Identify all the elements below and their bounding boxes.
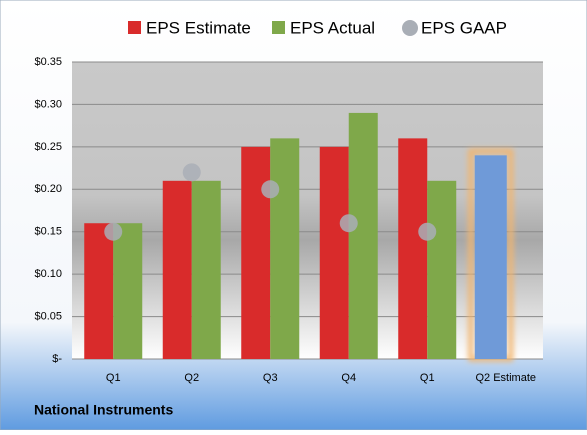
x-tick-label: Q3: [263, 372, 278, 384]
legend-label: EPS GAAP: [421, 18, 507, 37]
bar: [474, 155, 507, 359]
gaap-marker: [182, 163, 201, 182]
bar: [191, 180, 221, 359]
x-tick-label: Q2 Estimate: [475, 372, 536, 384]
legend-swatch: [128, 21, 141, 34]
bar: [113, 223, 143, 359]
legend-swatch: [402, 20, 418, 36]
y-tick-label: $0.30: [34, 98, 62, 110]
legend-label: EPS Actual: [290, 18, 375, 37]
bar: [270, 138, 300, 359]
y-tick-label: $0.15: [34, 226, 62, 238]
gaap-marker: [418, 222, 437, 241]
plot-area: [72, 62, 543, 359]
x-tick-label: Q2: [184, 372, 199, 384]
bar: [319, 146, 349, 359]
x-tick-label: Q4: [341, 372, 356, 384]
bar: [398, 138, 428, 359]
bar: [348, 112, 378, 360]
gaap-marker: [261, 180, 280, 199]
gaap-marker: [104, 222, 123, 241]
y-tick-label: $0.05: [34, 310, 62, 322]
bar: [162, 180, 192, 359]
x-tick-label: Q1: [420, 372, 435, 384]
legend-swatch: [272, 21, 285, 34]
x-tick-label: Q1: [106, 372, 121, 384]
y-tick-label: $0.35: [34, 56, 62, 68]
bar: [427, 180, 457, 359]
legend-label: EPS Estimate: [146, 18, 251, 37]
y-tick-label: $0.20: [34, 183, 62, 195]
gaap-marker: [339, 214, 358, 233]
y-tick-label: $-: [52, 353, 62, 365]
y-tick-label: $0.25: [34, 141, 62, 153]
y-tick-label: $0.10: [34, 268, 62, 280]
bar: [84, 223, 114, 359]
footer: National Instruments: [34, 402, 173, 418]
bar: [241, 146, 271, 359]
